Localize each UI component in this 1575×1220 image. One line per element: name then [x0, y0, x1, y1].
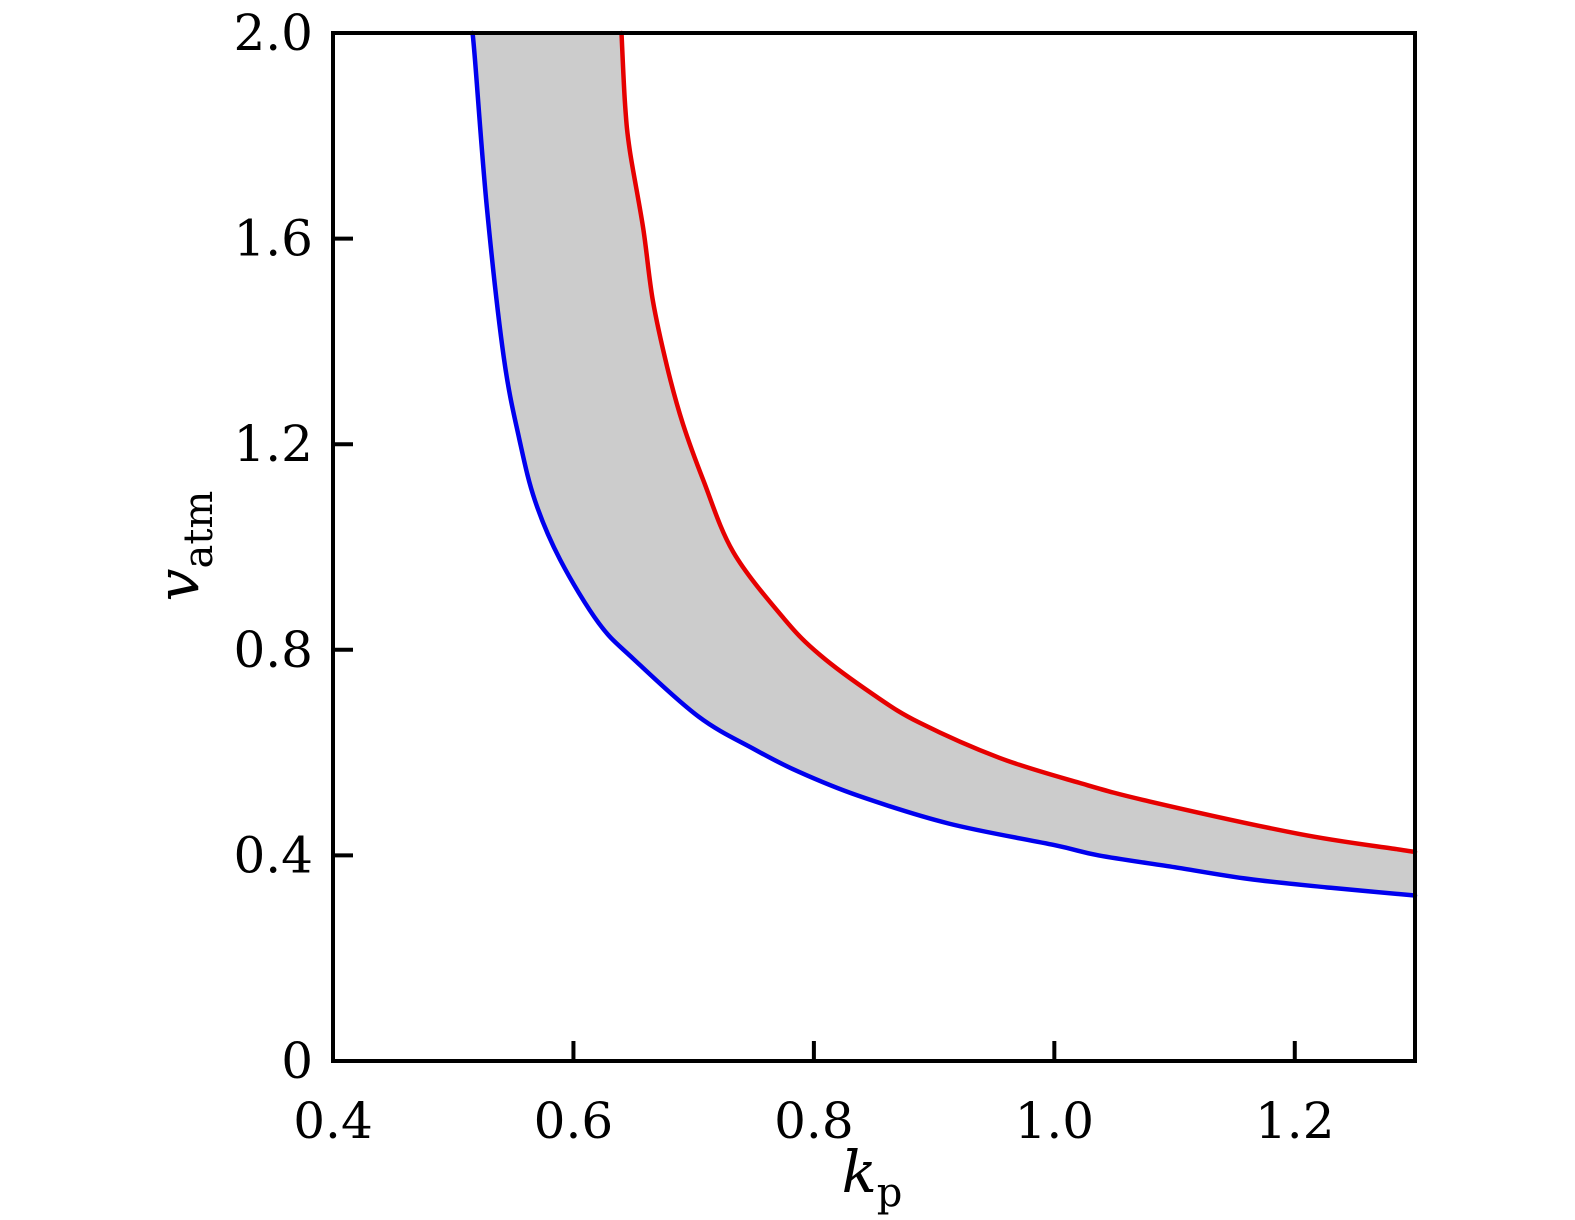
x-axis-title-main: k — [842, 1138, 877, 1206]
y-tick-label: 0.8 — [233, 621, 313, 679]
x-axis-title: kp — [842, 1138, 903, 1216]
y-tick-label: 1.2 — [233, 415, 313, 473]
x-tick-label: 0.6 — [534, 1092, 614, 1150]
shaded-band — [472, 33, 1415, 896]
y-tick-label: 1.6 — [233, 210, 313, 268]
y-tick-label: 2.0 — [233, 4, 313, 62]
x-tick-label: 1.2 — [1255, 1092, 1335, 1150]
y-axis-title: vatm — [144, 491, 222, 602]
y-tick-label: 0.4 — [233, 826, 313, 884]
x-tick-label: 0.8 — [774, 1092, 854, 1150]
x-tick-label: 1.0 — [1015, 1092, 1095, 1150]
upper-bound-curve — [619, 30, 1418, 855]
y-axis-title-sub: atm — [176, 491, 222, 569]
x-tick-label: 0.4 — [293, 1092, 373, 1150]
y-axis-title-main: v — [144, 568, 212, 601]
x-axis-title-sub: p — [877, 1170, 903, 1216]
lower-bound-curve — [470, 30, 1418, 898]
y-tick-label: 0 — [281, 1032, 313, 1090]
plot-area: 0.4 0.6 0.8 1.0 1.200.40.81.21.62.0 — [233, 4, 1418, 1150]
plot-frame — [331, 31, 1417, 1063]
